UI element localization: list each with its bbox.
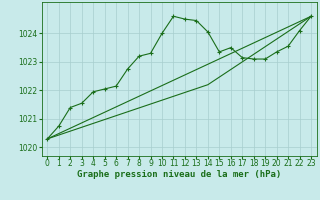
X-axis label: Graphe pression niveau de la mer (hPa): Graphe pression niveau de la mer (hPa) [77, 170, 281, 179]
